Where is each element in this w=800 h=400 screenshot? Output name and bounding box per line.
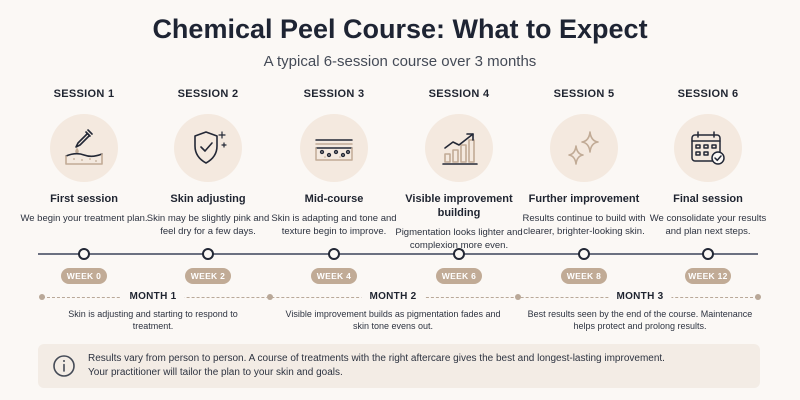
week-badge: WEEK 12: [685, 268, 731, 284]
session-label: SESSION 3: [303, 88, 365, 100]
info-icon: [53, 355, 75, 377]
timeline-dot: [78, 248, 90, 260]
timeline-dot: [578, 248, 590, 260]
timeline-dot: [202, 248, 214, 260]
session-title: First session: [50, 193, 118, 205]
session-description: Skin is adapting and tone and texture be…: [271, 213, 397, 237]
timeline-dot: [328, 248, 340, 260]
session-label: SESSION 5: [553, 88, 615, 100]
session-1: SESSION 1 First session We begin your tr…: [18, 88, 150, 225]
shield-check-icon: [174, 114, 242, 182]
session-6: SESSION 6 Final session We consolidate y…: [642, 88, 774, 238]
skin-texture-icon: [300, 114, 368, 182]
week-badge: WEEK 4: [311, 268, 357, 284]
month-marker: [515, 294, 521, 300]
session-5: SESSION 5 Further improvement Results co…: [518, 88, 650, 238]
month-marker: [267, 294, 273, 300]
session-description: We consolidate your results and plan nex…: [649, 213, 767, 237]
session-label: SESSION 2: [177, 88, 239, 100]
week-badge: WEEK 6: [436, 268, 482, 284]
timeline-dot: [702, 248, 714, 260]
month-marker: [755, 294, 761, 300]
note-line: Results vary from person to person. A co…: [88, 353, 665, 364]
session-4: SESSION 4 Visible improvement building P…: [393, 88, 525, 252]
session-description: Pigmentation looks lighter and complexio…: [395, 227, 523, 251]
page-subtitle: A typical 6-session course over 3 months: [263, 53, 537, 70]
session-title: Final session: [673, 193, 743, 205]
month-description: Visible improvement builds as pigmentati…: [285, 309, 501, 331]
week-badge: WEEK 2: [185, 268, 231, 284]
session-description: Results continue to build with clearer, …: [522, 213, 646, 237]
month-label: MONTH 1: [121, 291, 185, 302]
timeline-line: [38, 253, 758, 255]
session-label: SESSION 1: [53, 88, 115, 100]
session-description: Skin may be slightly pink and feel dry f…: [146, 213, 270, 237]
session-3: SESSION 3 Mid-course Skin is adapting an…: [268, 88, 400, 238]
month-marker: [39, 294, 45, 300]
session-description: We begin your treatment plan.: [20, 213, 148, 224]
month-description: Skin is adjusting and starting to respon…: [68, 309, 238, 331]
info-note: Results vary from person to person. A co…: [38, 344, 760, 388]
timeline-dot: [453, 248, 465, 260]
week-badge: WEEK 0: [61, 268, 107, 284]
session-label: SESSION 4: [428, 88, 490, 100]
note-line: Your practitioner will tailor the plan t…: [88, 367, 343, 378]
month-description: Best results seen by the end of the cour…: [527, 309, 753, 331]
session-title: Visible improvement building: [405, 193, 513, 219]
session-title: Further improvement: [528, 193, 640, 205]
week-badge: WEEK 8: [561, 268, 607, 284]
bar-chart-trend-icon: [425, 114, 493, 182]
calendar-check-icon: [674, 114, 742, 182]
dropper-skin-icon: [50, 114, 118, 182]
sparkle-icon: [550, 114, 618, 182]
page-title: Chemical Peel Course: What to Expect: [152, 14, 648, 44]
session-label: SESSION 6: [677, 88, 739, 100]
month-label: MONTH 3: [608, 291, 672, 302]
session-2: SESSION 2 Skin adjusting Skin may be sli…: [142, 88, 274, 238]
month-label: MONTH 2: [361, 291, 425, 302]
note-text: Results vary from person to person. A co…: [88, 352, 748, 380]
session-title: Mid-course: [304, 193, 364, 205]
session-title: Skin adjusting: [170, 193, 246, 205]
